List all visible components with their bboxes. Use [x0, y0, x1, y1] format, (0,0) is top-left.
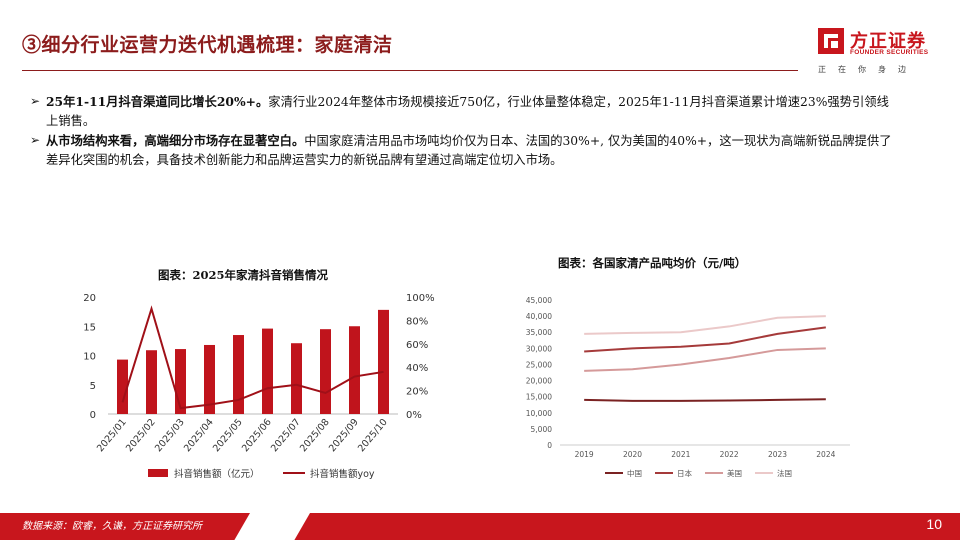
- sales-bar: [378, 309, 389, 414]
- series-line: [584, 347, 826, 372]
- legend-label: 中国: [627, 468, 642, 478]
- bullet-text: 中国家庭清洁用品市场吨均价仅为日本、法国的30%+, 仅为美国的40%+，这一现…: [46, 134, 892, 167]
- y-axis-tick: 30,000: [526, 344, 552, 353]
- left-axis-tick: 10: [83, 352, 96, 363]
- x-axis-tick: 2024: [816, 450, 835, 459]
- x-axis-tick: 2022: [720, 450, 739, 459]
- right-axis-tick: 40%: [406, 363, 428, 374]
- company-logo: 方正证券 FOUNDER SECURITIES 正在你身边: [816, 26, 940, 74]
- logo-name-en: FOUNDER SECURITIES: [850, 49, 929, 56]
- legend-label: 抖音销售额yoy: [310, 468, 375, 480]
- x-axis-tick: 2025/05: [211, 417, 245, 454]
- x-axis-tick: 2025/01: [95, 417, 129, 454]
- series-line: [584, 326, 826, 353]
- y-axis-tick: 20,000: [526, 377, 552, 386]
- x-axis-tick: 2025/07: [269, 417, 303, 454]
- x-axis-tick: 2023: [768, 450, 787, 459]
- y-axis-tick: 45,000: [526, 296, 552, 305]
- y-axis-tick: 0: [547, 441, 552, 450]
- right-axis-tick: 20%: [406, 387, 428, 398]
- sales-bar: [291, 343, 302, 414]
- bullet-headline: 从市场结构来看，高端细分市场存在显著空白。: [46, 133, 305, 148]
- right-axis-tick: 80%: [406, 316, 428, 327]
- right-axis-tick: 60%: [406, 340, 428, 351]
- footer-bar: [0, 513, 960, 540]
- left-axis-tick: 20: [83, 293, 96, 304]
- bullet-text: 家清行业2024年整体市场规模接近750亿，行业体量整体稳定，2025年1-11…: [46, 95, 889, 128]
- x-axis-tick: 2025/08: [298, 417, 332, 454]
- sales-bar: [146, 350, 157, 414]
- y-axis-tick: 35,000: [526, 328, 552, 337]
- data-source: 数据来源：欧睿，久谦，方正证券研究所: [22, 521, 202, 532]
- legend-label: 美国: [727, 468, 742, 478]
- bullet-list: 25年1-11月抖音渠道同比增长20%+。家清行业2024年整体市场规模接近75…: [30, 92, 900, 170]
- right-axis-tick: 100%: [406, 293, 435, 304]
- bullet-item: 25年1-11月抖音渠道同比增长20%+。家清行业2024年整体市场规模接近75…: [30, 92, 900, 131]
- x-axis-tick: 2025/03: [153, 417, 187, 454]
- chart2-title: 图表：各国家清产品吨均价（元/吨）: [558, 256, 747, 270]
- sales-bar: [175, 349, 186, 414]
- douyin-sales-chart: 0 5 10 15 20 0% 20% 40% 60% 80% 100% 2025/012025/02…: [83, 293, 435, 480]
- price-per-ton-chart: 0 5,000 10,000 15,000 20,000 25,000 30,000 35,0…: [526, 296, 850, 478]
- sales-bar: [320, 329, 331, 414]
- x-axis-tick: 2025/10: [356, 417, 390, 454]
- y-axis-tick: 40,000: [526, 312, 552, 321]
- sales-bar: [349, 326, 360, 414]
- x-axis-tick: 2025/06: [240, 417, 274, 454]
- series-line: [584, 315, 826, 335]
- left-axis-tick: 5: [90, 381, 96, 392]
- sales-bar: [204, 344, 215, 414]
- sales-bar: [262, 328, 273, 414]
- sales-bar: [233, 335, 244, 414]
- page-number: 10: [926, 516, 942, 532]
- x-axis-tick: 2019: [575, 450, 594, 459]
- y-axis-tick: 15,000: [526, 393, 552, 402]
- legend-label: 法国: [777, 468, 792, 478]
- title-divider: [22, 70, 798, 71]
- series-line: [584, 398, 826, 402]
- x-axis-tick: 2025/04: [182, 417, 216, 454]
- y-axis-tick: 10,000: [526, 409, 552, 418]
- legend-label: 日本: [677, 468, 692, 478]
- logo-slogan: 正在你身边: [818, 65, 918, 74]
- logo-name-cn: 方正证券: [850, 31, 926, 52]
- page-title: ③细分行业运营力迭代机遇梳理：家庭清洁: [22, 34, 393, 56]
- chart1-title: 图表：2025年家清抖音销售情况: [158, 268, 329, 282]
- x-axis-tick: 2020: [623, 450, 642, 459]
- legend-bar-swatch: [148, 469, 168, 477]
- yoy-line: [121, 305, 384, 410]
- legend-label: 抖音销售额（亿元）: [174, 468, 260, 480]
- x-axis-tick: 2025/09: [327, 417, 361, 454]
- y-axis-tick: 5,000: [531, 425, 553, 434]
- right-axis-tick: 0%: [406, 410, 422, 421]
- x-axis-tick: 2025/02: [124, 417, 158, 454]
- left-axis-tick: 0: [90, 410, 96, 421]
- x-axis-tick: 2021: [671, 450, 690, 459]
- bullet-headline: 25年1-11月抖音渠道同比增长20%+。: [46, 94, 269, 109]
- sales-bar: [117, 359, 128, 414]
- left-axis-tick: 15: [83, 322, 96, 333]
- bullet-item: 从市场结构来看，高端细分市场存在显著空白。中国家庭清洁用品市场吨均价仅为日本、法…: [30, 131, 900, 170]
- y-axis-tick: 25,000: [526, 360, 552, 369]
- founder-logo-icon: [818, 28, 844, 54]
